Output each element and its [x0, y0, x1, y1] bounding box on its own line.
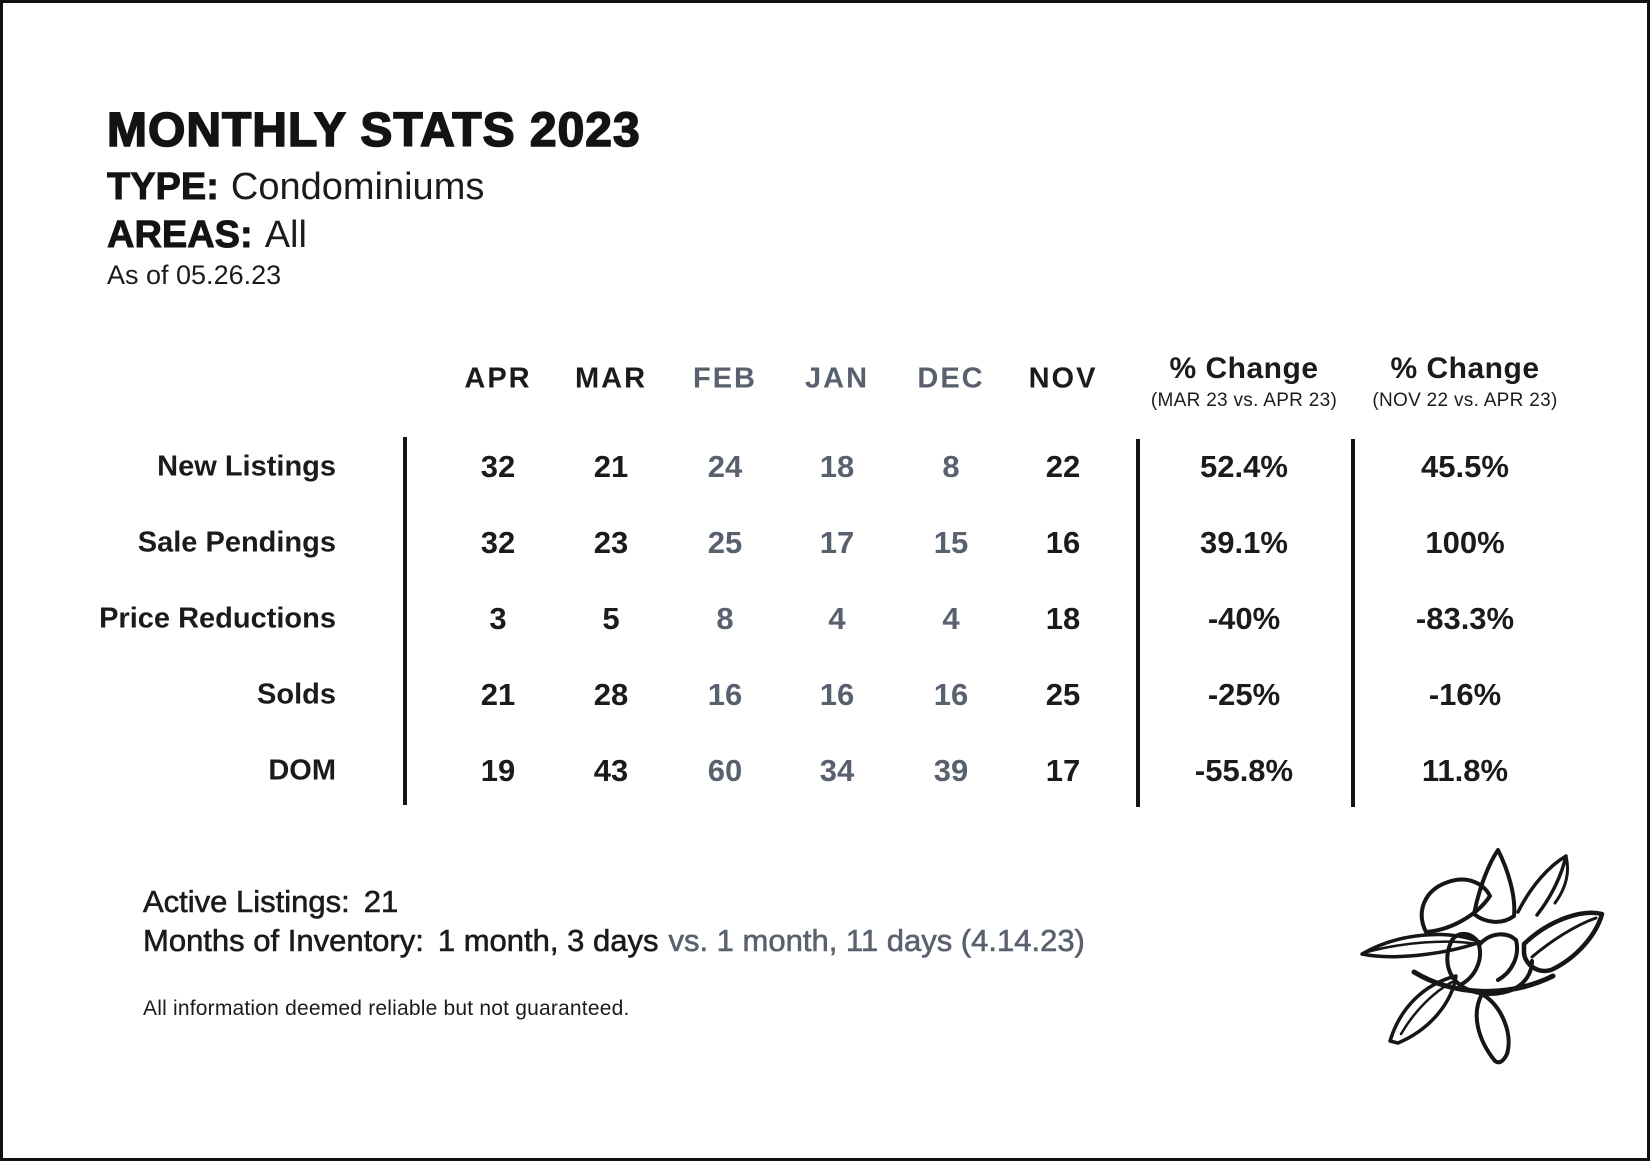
stat-value-sale-pendings-dec: 15: [933, 525, 969, 560]
areas-line: AREAS: All: [107, 214, 307, 257]
stat-value-new-listings-dec: 8: [942, 449, 960, 484]
stat-value-new-listings-feb: 24: [707, 449, 743, 484]
change-value-solds-1: -25%: [1207, 677, 1281, 712]
change-value-price-reductions-1: -40%: [1207, 601, 1281, 636]
row-label-sale-pendings: Sale Pendings: [137, 526, 336, 559]
table-divider-change-1: [1136, 439, 1140, 807]
months-of-inventory-line: Months of Inventory: 1 month, 3 days vs. 1…: [143, 923, 1085, 959]
stat-value-new-listings-apr: 32: [480, 449, 516, 484]
change-value-solds-2: -16%: [1428, 677, 1502, 712]
stat-value-dom-apr: 19: [480, 753, 516, 788]
inventory-current-value: 1 month, 3 days: [437, 923, 659, 959]
change-column-title-2: % Change: [1390, 352, 1540, 385]
disclaimer-text: All information deemed reliable but not …: [143, 997, 630, 1020]
change-column-title-1: % Change: [1169, 352, 1319, 385]
stat-value-dom-nov: 17: [1045, 753, 1081, 788]
change-value-price-reductions-2: -83.3%: [1415, 601, 1515, 636]
stat-value-dom-dec: 39: [933, 753, 969, 788]
column-header-jan: JAN: [804, 362, 870, 395]
active-listings-line: Active Listings: 21: [143, 884, 399, 920]
stat-value-sale-pendings-jan: 17: [819, 525, 855, 560]
active-listings-label: Active Listings:: [143, 884, 350, 920]
stat-value-solds-mar: 28: [593, 677, 629, 712]
stat-value-price-reductions-apr: 3: [489, 601, 507, 636]
stat-value-new-listings-mar: 21: [593, 449, 629, 484]
stat-value-solds-apr: 21: [480, 677, 516, 712]
column-header-dec: DEC: [917, 362, 985, 395]
inventory-label: Months of Inventory:: [143, 923, 424, 959]
type-line: TYPE: Condominiums: [107, 166, 485, 209]
table-divider-left: [403, 437, 407, 805]
stat-value-price-reductions-jan: 4: [828, 601, 846, 636]
page-title: MONTHLY STATS 2023: [106, 103, 641, 158]
change-value-sale-pendings-1: 39.1%: [1200, 525, 1288, 560]
stat-value-price-reductions-mar: 5: [602, 601, 620, 636]
magnolia-flower-icon: [1360, 848, 1605, 1065]
row-label-solds: Solds: [257, 678, 336, 711]
type-label: TYPE:: [107, 166, 220, 209]
column-header-mar: MAR: [574, 362, 648, 395]
change-column-subtitle-1: (MAR 23 vs. APR 23): [1150, 390, 1338, 411]
as-of-date: As of 05.26.23: [107, 260, 282, 290]
stat-value-price-reductions-dec: 4: [942, 601, 960, 636]
stat-value-solds-feb: 16: [707, 677, 743, 712]
inventory-comparison-value: vs. 1 month, 11 days (4.14.23): [668, 923, 1085, 959]
stat-value-dom-feb: 60: [707, 753, 743, 788]
stat-value-price-reductions-nov: 18: [1045, 601, 1081, 636]
change-value-new-listings-2: 45.5%: [1421, 449, 1509, 484]
change-value-new-listings-1: 52.4%: [1200, 449, 1288, 484]
stat-value-solds-jan: 16: [819, 677, 855, 712]
row-label-price-reductions: Price Reductions: [99, 602, 336, 635]
column-header-feb: FEB: [693, 362, 757, 395]
column-header-apr: APR: [464, 362, 532, 395]
row-label-dom: DOM: [268, 754, 336, 787]
active-listings-value: 21: [363, 884, 399, 920]
stat-value-dom-mar: 43: [593, 753, 629, 788]
stat-value-solds-dec: 16: [933, 677, 969, 712]
stat-value-sale-pendings-nov: 16: [1045, 525, 1081, 560]
type-value: Condominiums: [230, 166, 485, 208]
change-value-sale-pendings-2: 100%: [1425, 525, 1505, 560]
areas-value: All: [264, 214, 307, 256]
row-label-new-listings: New Listings: [157, 450, 336, 483]
change-column-subtitle-2: (NOV 22 vs. APR 23): [1372, 390, 1558, 411]
change-value-dom-2: 11.8%: [1421, 753, 1509, 788]
stat-value-price-reductions-feb: 8: [716, 601, 734, 636]
change-value-dom-1: -55.8%: [1194, 753, 1294, 788]
stat-value-sale-pendings-mar: 23: [593, 525, 629, 560]
stat-value-sale-pendings-apr: 32: [480, 525, 516, 560]
table-divider-change-2: [1351, 439, 1355, 807]
column-header-nov: NOV: [1028, 362, 1098, 395]
stat-value-sale-pendings-feb: 25: [707, 525, 743, 560]
stat-value-new-listings-nov: 22: [1045, 449, 1081, 484]
stat-value-dom-jan: 34: [819, 753, 855, 788]
areas-label: AREAS:: [107, 214, 254, 257]
stat-value-new-listings-jan: 18: [819, 449, 855, 484]
stat-value-solds-nov: 25: [1045, 677, 1081, 712]
